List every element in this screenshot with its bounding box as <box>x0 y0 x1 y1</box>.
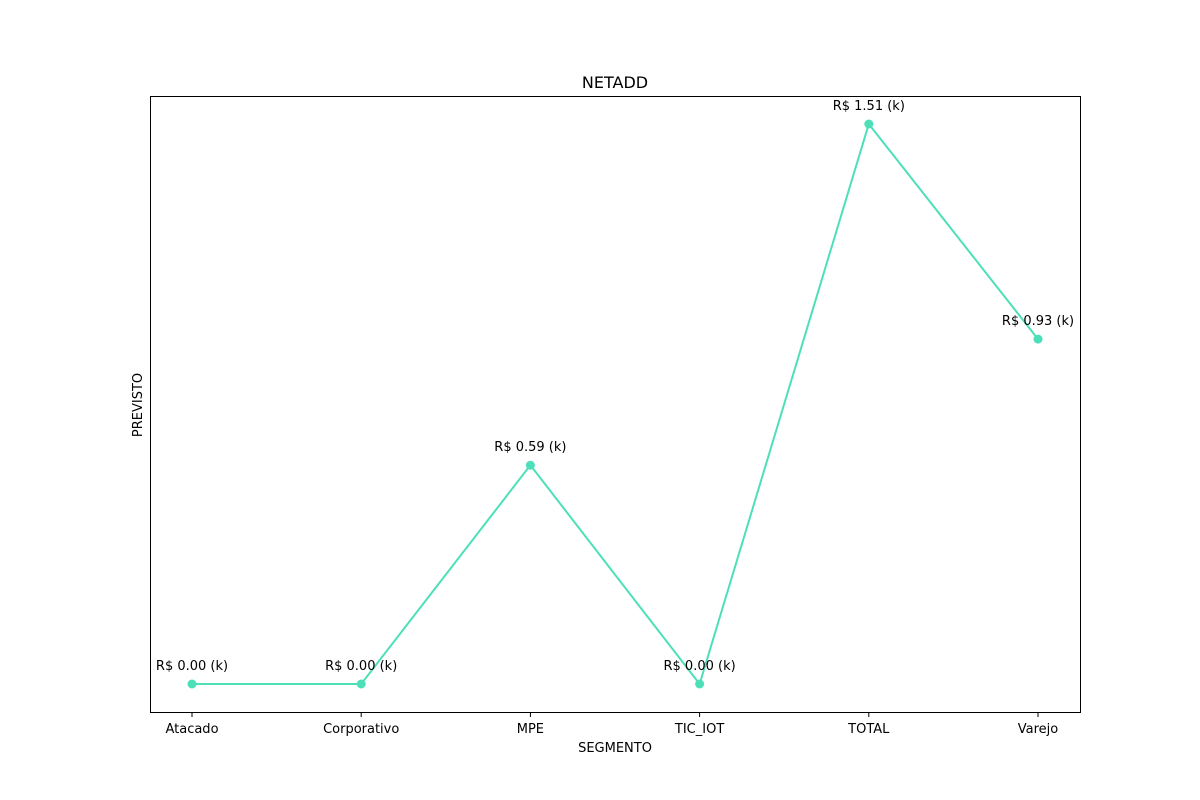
data-point <box>1033 334 1043 344</box>
y-axis-label: PREVISTO <box>131 373 146 437</box>
chart-title: NETADD <box>582 73 648 92</box>
data-label: R$ 0.00 (k) <box>156 659 228 674</box>
data-label: R$ 0.00 (k) <box>664 659 736 674</box>
series-line <box>192 121 1039 687</box>
x-axis-label: SEGMENTO <box>578 741 652 756</box>
data-label: R$ 0.00 (k) <box>325 659 397 674</box>
plot-area-frame <box>150 96 1081 713</box>
data-point <box>187 679 197 689</box>
x-tick-label: TIC_IOT <box>674 722 724 737</box>
data-point <box>356 679 366 689</box>
data-point <box>695 679 705 689</box>
x-axis-ticks: Atacado Corporativo MPE TIC_IOT TOTAL Varejo <box>165 712 1058 737</box>
data-label: R$ 0.93 (k) <box>1002 314 1074 329</box>
x-tick-label: MPE <box>517 722 544 737</box>
data-label: R$ 1.51 (k) <box>833 99 905 114</box>
data-labels: R$ 0.00 (k) R$ 0.00 (k) R$ 0.59 (k) R$ 0.00… <box>156 99 1074 674</box>
x-tick-label: TOTAL <box>847 722 890 737</box>
x-tick-label: Atacado <box>165 722 218 737</box>
series-markers <box>187 119 1043 689</box>
x-tick-label: Varejo <box>1018 722 1059 737</box>
data-label: R$ 0.59 (k) <box>494 440 566 455</box>
x-tick-label: Corporativo <box>323 722 399 737</box>
data-point <box>525 460 535 470</box>
data-point <box>864 119 874 129</box>
